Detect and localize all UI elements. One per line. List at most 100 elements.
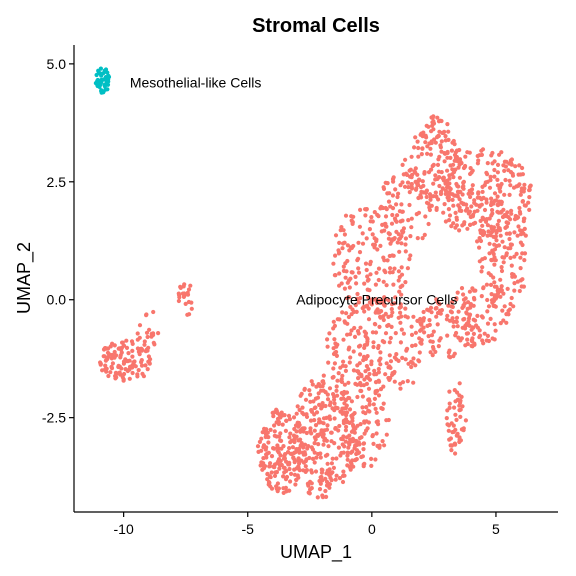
point-series-0 bbox=[504, 320, 509, 325]
point-series-0 bbox=[457, 208, 462, 213]
point-series-0 bbox=[523, 203, 528, 208]
point-series-0 bbox=[413, 135, 418, 140]
point-series-0 bbox=[418, 321, 423, 326]
point-series-0 bbox=[323, 488, 328, 494]
point-series-0 bbox=[357, 436, 362, 441]
point-series-0 bbox=[467, 209, 472, 214]
point-series-0 bbox=[351, 428, 356, 433]
point-series-0 bbox=[357, 361, 362, 366]
point-series-0 bbox=[341, 264, 346, 269]
point-series-0 bbox=[345, 243, 350, 248]
point-series-0 bbox=[268, 484, 273, 489]
point-series-0 bbox=[389, 221, 395, 226]
point-series-0 bbox=[526, 200, 531, 205]
point-series-0 bbox=[371, 340, 376, 345]
point-series-0 bbox=[343, 368, 348, 373]
point-series-0 bbox=[259, 436, 264, 441]
point-series-0 bbox=[489, 196, 494, 201]
point-series-0 bbox=[501, 207, 506, 212]
point-series-0 bbox=[420, 236, 425, 241]
point-series-0 bbox=[420, 134, 425, 139]
point-series-0 bbox=[294, 434, 299, 439]
point-series-0 bbox=[334, 473, 339, 478]
point-series-0 bbox=[135, 346, 140, 351]
point-series-0 bbox=[307, 491, 312, 496]
point-series-0 bbox=[511, 304, 516, 309]
point-series-0 bbox=[303, 464, 308, 469]
point-series-0 bbox=[471, 303, 476, 308]
point-series-0 bbox=[376, 366, 381, 372]
point-series-0 bbox=[329, 461, 334, 466]
point-series-0 bbox=[503, 213, 508, 218]
point-series-0 bbox=[181, 294, 186, 299]
point-series-1 bbox=[95, 79, 100, 84]
point-series-0 bbox=[519, 232, 524, 237]
point-series-0 bbox=[364, 419, 369, 424]
point-series-0 bbox=[439, 139, 444, 144]
point-series-0 bbox=[456, 309, 461, 314]
point-series-0 bbox=[328, 400, 333, 405]
point-series-0 bbox=[428, 339, 433, 344]
point-series-0 bbox=[420, 179, 425, 184]
point-series-0 bbox=[383, 331, 389, 336]
point-series-0 bbox=[177, 295, 182, 300]
point-series-0 bbox=[345, 450, 350, 455]
point-series-0 bbox=[130, 354, 135, 359]
point-series-0 bbox=[276, 486, 281, 491]
point-series-0 bbox=[341, 337, 346, 342]
point-series-0 bbox=[431, 194, 436, 199]
point-series-0 bbox=[403, 357, 408, 362]
point-series-0 bbox=[396, 278, 401, 283]
point-series-0 bbox=[272, 429, 277, 434]
point-series-0 bbox=[441, 178, 446, 183]
point-series-0 bbox=[488, 174, 493, 179]
point-series-0 bbox=[445, 122, 450, 127]
point-series-0 bbox=[137, 352, 142, 357]
point-series-0 bbox=[501, 318, 506, 323]
point-series-0 bbox=[360, 241, 366, 246]
point-series-0 bbox=[407, 202, 412, 208]
point-series-0 bbox=[399, 327, 404, 332]
point-series-0 bbox=[413, 187, 419, 192]
point-series-0 bbox=[421, 325, 426, 330]
point-series-0 bbox=[176, 298, 181, 304]
point-series-0 bbox=[178, 285, 183, 290]
point-series-0 bbox=[288, 479, 293, 484]
point-series-0 bbox=[445, 333, 450, 338]
point-series-0 bbox=[366, 397, 372, 402]
point-series-0 bbox=[386, 375, 391, 381]
point-series-0 bbox=[341, 421, 346, 426]
point-series-0 bbox=[397, 237, 402, 242]
point-series-0 bbox=[325, 397, 331, 402]
point-series-0 bbox=[309, 445, 314, 450]
point-series-0 bbox=[324, 483, 330, 488]
point-series-0 bbox=[326, 360, 331, 365]
point-series-0 bbox=[290, 445, 295, 450]
point-series-0 bbox=[476, 191, 481, 196]
point-series-0 bbox=[435, 115, 440, 120]
point-series-0 bbox=[508, 183, 513, 188]
point-series-0 bbox=[144, 330, 150, 335]
point-series-0 bbox=[403, 306, 408, 311]
point-series-0 bbox=[512, 254, 517, 259]
point-series-0 bbox=[520, 172, 526, 177]
point-series-0 bbox=[307, 388, 312, 393]
point-series-0 bbox=[505, 286, 510, 291]
point-series-0 bbox=[130, 370, 135, 376]
point-series-0 bbox=[468, 194, 473, 200]
point-series-0 bbox=[456, 158, 461, 163]
point-series-0 bbox=[312, 450, 317, 455]
point-series-0 bbox=[370, 297, 375, 302]
point-series-0 bbox=[512, 217, 518, 222]
point-series-0 bbox=[381, 314, 386, 319]
point-series-0 bbox=[416, 154, 421, 159]
point-series-0 bbox=[350, 458, 355, 463]
point-series-0 bbox=[406, 361, 411, 366]
point-series-0 bbox=[287, 460, 292, 465]
point-series-0 bbox=[309, 408, 314, 413]
point-series-0 bbox=[522, 251, 528, 256]
point-series-0 bbox=[151, 309, 156, 315]
point-series-0 bbox=[485, 309, 490, 314]
point-series-0 bbox=[260, 430, 265, 435]
point-series-0 bbox=[357, 224, 362, 229]
